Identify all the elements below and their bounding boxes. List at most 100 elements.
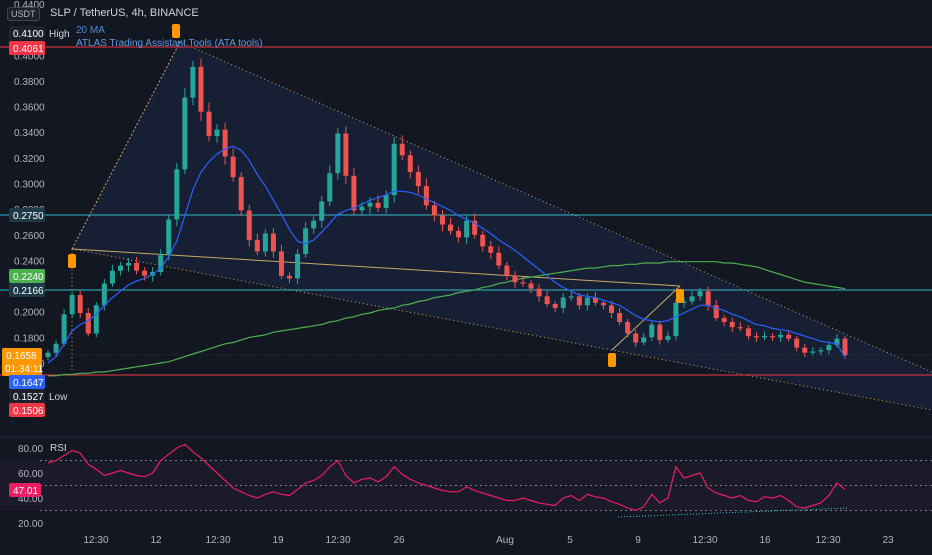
candle-body (464, 220, 470, 238)
pivot-marker (68, 254, 76, 268)
candle-body (222, 129, 228, 157)
candle-body (262, 233, 268, 252)
currency-badge[interactable]: USDT (7, 7, 40, 21)
candle-body (311, 220, 317, 229)
candle-body (568, 296, 574, 298)
indicator-ma-label: 20 MA (76, 25, 105, 36)
candle-body (504, 265, 510, 276)
wedge-upper-line (179, 41, 932, 373)
ma20-line (47, 145, 846, 364)
candle-body (576, 296, 582, 306)
low-text: Low (49, 392, 68, 403)
candle-body (778, 334, 784, 338)
time-tick-label: Aug (496, 535, 514, 546)
candle-body (415, 171, 421, 187)
candle-body (158, 255, 164, 272)
candle-body (600, 302, 606, 306)
price-tick-label: 0.4000 (14, 51, 45, 62)
level-2166-tag-bg (9, 283, 45, 297)
candle-body (238, 177, 244, 211)
candle-body (665, 336, 671, 340)
candle-body (85, 312, 91, 334)
time-tick-label: 16 (759, 535, 771, 546)
ma20-price-tag: 0.1647 (13, 378, 44, 389)
candle-body (544, 296, 550, 305)
candle-body (657, 324, 663, 340)
pivot-leg-2 (71, 248, 681, 287)
candle-body (399, 143, 405, 156)
candle-body (753, 336, 759, 338)
rsi-tick-label: 20.00 (18, 519, 43, 530)
symbol-title: SLP / TetherUS, 4h, BINANCE (50, 7, 199, 19)
price-tick-label: 0.3600 (14, 103, 45, 114)
time-tick-label: 26 (393, 535, 405, 546)
support-price-tag-bg (9, 403, 45, 417)
time-tick-label: 12:30 (815, 535, 840, 546)
resistance-price-tag: 0.4061 (13, 44, 44, 55)
rsi-title: RSI (50, 443, 67, 454)
candle-body (721, 318, 727, 322)
price-tick-label: 0.1800 (14, 333, 45, 344)
candle-body (327, 173, 333, 202)
candle-body (617, 312, 623, 322)
candle-body (126, 262, 132, 266)
candle-body (649, 324, 655, 338)
candle-body (826, 345, 832, 351)
candle-body (254, 239, 260, 252)
ma200-line (48, 261, 846, 377)
candle-body (584, 297, 590, 306)
candle-body (142, 270, 148, 276)
rsi-value-tag-bg (9, 483, 41, 497)
rsi-tick-label: 40.00 (18, 494, 43, 505)
candle-body (319, 201, 325, 221)
candle-body (705, 291, 711, 306)
candle-body (174, 169, 180, 220)
candle-body (375, 202, 381, 208)
pivot-leg-1 (71, 41, 181, 250)
candle-body (295, 254, 301, 279)
candle-body (745, 328, 751, 337)
candle-body (802, 347, 808, 353)
pivot-marker (172, 24, 180, 38)
candle-body (367, 202, 373, 207)
level-2166-tag: 0.2166 (13, 286, 44, 297)
price-tick-label: 0.3800 (14, 77, 45, 88)
price-tick-label: 0.3000 (14, 180, 45, 191)
candle-body (206, 111, 212, 137)
candle-body (472, 220, 478, 235)
candle-body (448, 224, 454, 231)
candle-body (794, 338, 800, 348)
candle-body (439, 215, 445, 225)
candle-body (512, 275, 518, 283)
price-tick-label: 0.2600 (14, 231, 45, 242)
candle-body (93, 305, 99, 334)
candle-body (351, 175, 357, 211)
candle-body (528, 283, 534, 289)
candle-body (456, 230, 462, 238)
rsi-line (47, 443, 846, 512)
candle-body (190, 66, 196, 98)
candle-body (101, 283, 107, 306)
candle-body (287, 275, 293, 279)
candle-body (697, 291, 703, 297)
candle-body (391, 143, 397, 196)
candle-body (689, 296, 695, 302)
pivot-marker (608, 353, 616, 367)
candle-body (53, 343, 59, 353)
candle-body (609, 305, 615, 313)
current-price-bg (2, 348, 42, 376)
ma20-price-tag-bg (9, 375, 45, 389)
ma200-price-tag-bg (9, 269, 45, 283)
candle-body (230, 156, 236, 178)
price-tick-label: 0.2400 (14, 256, 45, 267)
candle-body (633, 333, 639, 343)
candle-body (496, 252, 502, 266)
candle-body (214, 129, 220, 137)
candle-body (842, 338, 848, 356)
candle-body (117, 265, 123, 271)
time-tick-label: 5 (567, 535, 573, 546)
current-price-tag: 0.1658 (6, 351, 37, 362)
high-price-tag: 0.4100 (13, 29, 44, 40)
